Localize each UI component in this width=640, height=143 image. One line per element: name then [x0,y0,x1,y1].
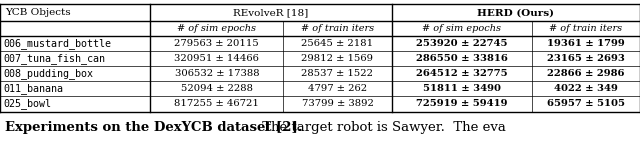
Text: 011_banana: 011_banana [4,83,64,94]
Text: 28537 ± 1522: 28537 ± 1522 [301,69,374,78]
Text: 817255 ± 46721: 817255 ± 46721 [174,100,259,109]
Text: 51811 ± 3490: 51811 ± 3490 [422,84,500,93]
Text: # of train iters: # of train iters [301,24,374,33]
Text: 253920 ± 22745: 253920 ± 22745 [416,39,508,48]
Text: 725919 ± 59419: 725919 ± 59419 [416,100,508,109]
Text: YCB Objects: YCB Objects [5,8,71,17]
Text: 025_bowl: 025_bowl [4,99,52,109]
Text: 22866 ± 2986: 22866 ± 2986 [547,69,625,78]
Text: 25645 ± 2181: 25645 ± 2181 [301,39,374,48]
Text: 008_pudding_box: 008_pudding_box [4,68,94,79]
Text: # of sim epochs: # of sim epochs [177,24,257,33]
Text: 279563 ± 20115: 279563 ± 20115 [175,39,259,48]
Text: REvolveR [18]: REvolveR [18] [234,8,308,17]
Text: The target robot is Sawyer.  The eva: The target robot is Sawyer. The eva [258,121,506,134]
Text: 19361 ± 1799: 19361 ± 1799 [547,39,625,48]
Text: 264512 ± 32775: 264512 ± 32775 [416,69,508,78]
Text: 23165 ± 2693: 23165 ± 2693 [547,54,625,63]
Text: # of train iters: # of train iters [549,24,622,33]
Text: # of sim epochs: # of sim epochs [422,24,501,33]
Text: Experiments on the DexYCB dataset [2].: Experiments on the DexYCB dataset [2]. [5,121,303,134]
Text: HERD (Ours): HERD (Ours) [477,8,554,17]
Text: 4797 ± 262: 4797 ± 262 [308,84,367,93]
Text: 007_tuna_fish_can: 007_tuna_fish_can [4,53,106,64]
Text: 65957 ± 5105: 65957 ± 5105 [547,100,625,109]
Text: 286550 ± 33816: 286550 ± 33816 [416,54,508,63]
Text: 4022 ± 349: 4022 ± 349 [554,84,618,93]
Text: 73799 ± 3892: 73799 ± 3892 [301,100,373,109]
Text: 52094 ± 2288: 52094 ± 2288 [181,84,253,93]
Text: 306532 ± 17388: 306532 ± 17388 [175,69,259,78]
Text: 320951 ± 14466: 320951 ± 14466 [174,54,259,63]
Text: 29812 ± 1569: 29812 ± 1569 [301,54,374,63]
Text: 006_mustard_bottle: 006_mustard_bottle [4,38,112,49]
